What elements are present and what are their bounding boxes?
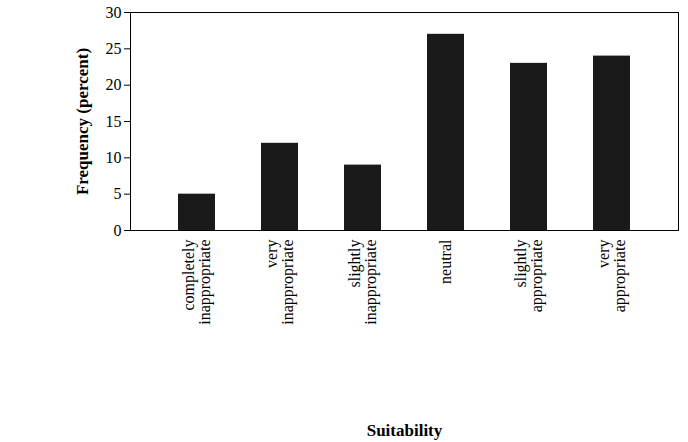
svg-text:5: 5 bbox=[114, 185, 122, 202]
svg-text:veryappropriate: veryappropriate bbox=[595, 240, 629, 313]
svg-text:veryinappropriate: veryinappropriate bbox=[263, 240, 297, 325]
svg-text:completelyinappropriate: completelyinappropriate bbox=[180, 240, 214, 325]
svg-text:10: 10 bbox=[106, 149, 122, 166]
svg-text:15: 15 bbox=[106, 113, 122, 130]
svg-text:slightlyinappropriate: slightlyinappropriate bbox=[346, 240, 380, 325]
svg-text:Suitability: Suitability bbox=[367, 421, 443, 440]
svg-text:slightlyappropriate: slightlyappropriate bbox=[512, 240, 546, 313]
svg-text:20: 20 bbox=[106, 76, 122, 93]
svg-text:neutral: neutral bbox=[437, 239, 454, 284]
svg-text:Frequency (percent): Frequency (percent) bbox=[73, 48, 92, 195]
svg-text:25: 25 bbox=[106, 40, 122, 57]
svg-text:30: 30 bbox=[106, 4, 122, 21]
svg-text:0: 0 bbox=[114, 222, 122, 239]
